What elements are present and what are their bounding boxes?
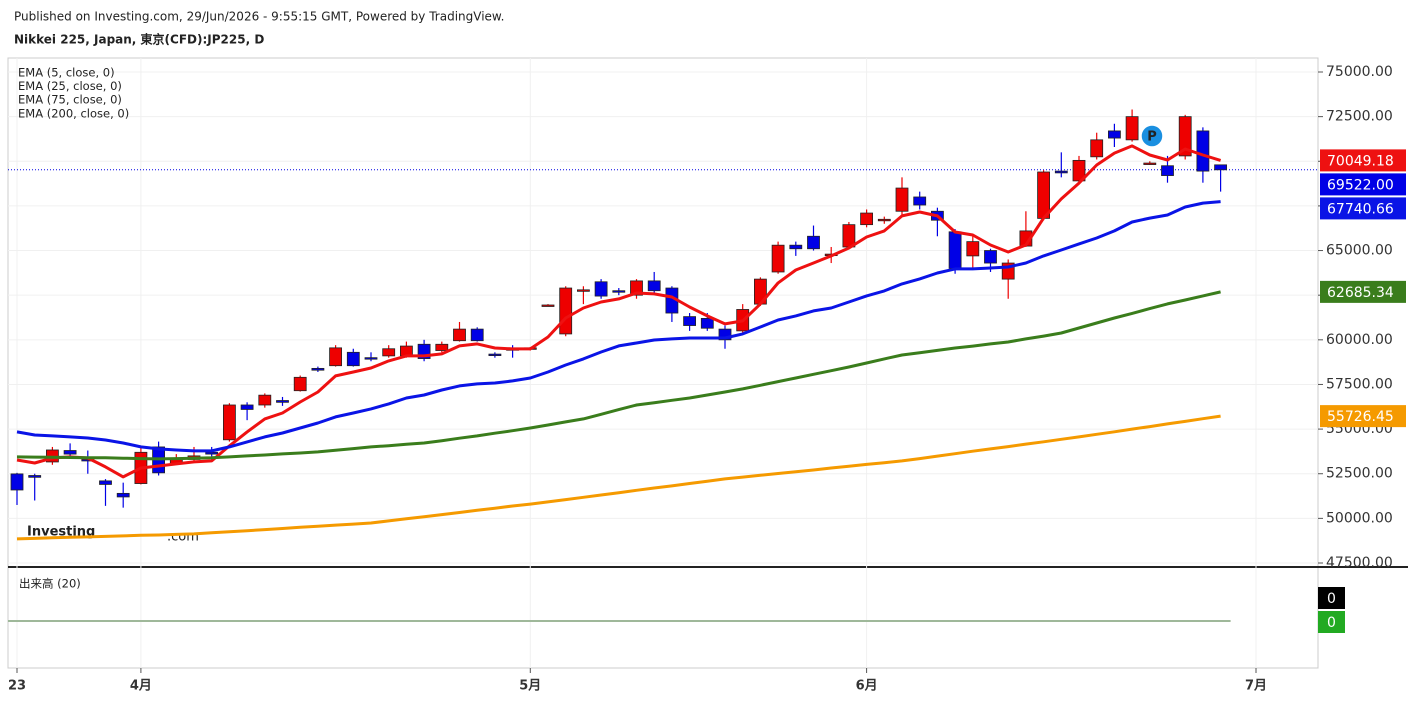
candle-body [913, 196, 927, 206]
candle-body [612, 290, 626, 293]
candle-body [630, 280, 643, 296]
ema-line [16, 414, 1221, 541]
volume-ma-badge-label: 0 [1327, 615, 1336, 631]
candle-body [1054, 170, 1068, 174]
candle-body [276, 400, 289, 403]
candle-body [877, 218, 891, 222]
y-tick-label: 60000.00 [1326, 332, 1393, 348]
price-badge-label: 67740.66 [1327, 201, 1394, 217]
candle-body [647, 280, 661, 292]
candle-body [577, 289, 590, 292]
price-badge [1320, 280, 1406, 303]
x-tick-label: 6月 [856, 679, 878, 694]
candle-body [329, 347, 343, 367]
candle-body [1214, 164, 1227, 171]
y-tick-label: 65000.00 [1326, 243, 1393, 259]
candle-body [488, 353, 502, 357]
x-tick-label: 5月 [519, 679, 541, 694]
candle-body [1125, 116, 1139, 141]
candle-body [453, 328, 466, 342]
volume-badge-label: 0 [1327, 591, 1336, 607]
candle-body [63, 450, 77, 455]
candle-body [1196, 130, 1210, 172]
candle-body [700, 317, 714, 329]
candle-body [771, 244, 785, 273]
candle-body [1143, 162, 1157, 165]
candle-body [948, 231, 962, 269]
candle-body [1090, 139, 1104, 158]
candle-body [240, 404, 254, 410]
x-tick-label: 7月 [1245, 679, 1267, 694]
candle-body [807, 235, 820, 250]
candle-body [10, 473, 24, 491]
candle-body [116, 492, 130, 498]
candle-body [895, 187, 909, 212]
candle-body [1108, 130, 1121, 139]
candle-body [683, 316, 696, 326]
candle-body [966, 241, 980, 257]
candle-body [346, 351, 360, 367]
price-badge [1320, 149, 1406, 172]
candle-body [541, 304, 555, 307]
price-badge [1320, 405, 1406, 428]
volume-title: 出来高 (20) [19, 577, 81, 591]
legend-entry: EMA (75, close, 0) [18, 93, 122, 107]
symbol-title: Nikkei 225, Japan, 東京(CFD):JP225, D [14, 32, 264, 47]
event-marker [1140, 124, 1164, 148]
y-tick-label: 47500.00 [1326, 555, 1393, 571]
ema-line [16, 200, 1221, 453]
candle-body [99, 480, 112, 485]
candle-body [718, 328, 732, 341]
y-tick-label: 57500.00 [1326, 376, 1393, 392]
publish-note: Published on Investing.com, 29/Jun/2026 … [14, 10, 504, 24]
candle-body [1161, 165, 1174, 176]
candle-body [311, 367, 325, 371]
candle-body [1178, 116, 1192, 157]
candle-body [364, 357, 378, 360]
candle-body [470, 328, 484, 342]
candle-body [1072, 159, 1086, 182]
y-tick-label: 75000.00 [1326, 64, 1393, 80]
event-marker-label: P [1147, 130, 1157, 145]
x-tick-label: 23 [8, 679, 26, 694]
candle-body [435, 343, 449, 351]
legend-entry: EMA (200, close, 0) [18, 106, 129, 120]
price-badge [1320, 197, 1406, 220]
candle-body [984, 250, 997, 264]
price-badge-label: 55726.45 [1327, 409, 1394, 425]
candle-body [789, 244, 803, 250]
candle-body [860, 212, 873, 226]
legend-entry: EMA (25, close, 0) [18, 79, 122, 93]
legend-entry: EMA (5, close, 0) [18, 66, 115, 80]
price-badge-label: 69522.00 [1327, 177, 1394, 193]
candle-body [382, 348, 396, 357]
y-tick-label: 50000.00 [1326, 510, 1393, 526]
volume-ma-badge [1318, 611, 1345, 633]
candle-body [222, 404, 236, 441]
candle-body [594, 281, 608, 297]
candle-body [293, 376, 307, 392]
price-badge-label: 70049.18 [1327, 153, 1394, 169]
x-tick-label: 4月 [130, 679, 152, 694]
y-tick-label: 72500.00 [1326, 109, 1393, 125]
price-badge-label: 62685.34 [1327, 285, 1394, 301]
price-badge [1320, 173, 1406, 196]
candle-body [559, 287, 573, 335]
candle-body [258, 394, 272, 406]
ema-line [16, 144, 1222, 479]
logo-suffix: .com [167, 530, 199, 545]
ema-line [16, 290, 1221, 461]
y-tick-label: 52500.00 [1326, 466, 1393, 482]
volume-badge [1318, 587, 1345, 609]
candle-body [28, 475, 42, 478]
candle-body [205, 451, 219, 455]
plot-frame [7, 57, 1319, 669]
